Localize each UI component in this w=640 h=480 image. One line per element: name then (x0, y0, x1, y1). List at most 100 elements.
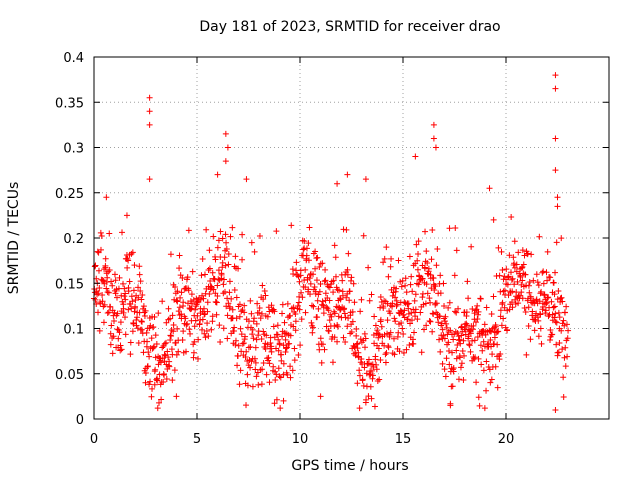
data-point (279, 301, 286, 308)
data-point (194, 312, 201, 319)
data-point (382, 351, 389, 358)
data-point (204, 299, 211, 306)
data-point (468, 243, 475, 250)
data-point (307, 291, 314, 298)
data-point (132, 305, 139, 312)
data-point (191, 338, 198, 345)
data-point (99, 276, 106, 283)
data-point (300, 246, 307, 253)
data-point (509, 275, 516, 282)
data-point (183, 348, 190, 355)
data-point (372, 322, 379, 329)
data-point (344, 171, 351, 178)
data-point (412, 153, 419, 160)
data-point (224, 312, 231, 319)
data-point (430, 121, 437, 128)
data-point (219, 259, 226, 266)
data-point (212, 256, 219, 263)
data-point (152, 332, 159, 339)
data-point (326, 297, 333, 304)
data-point (284, 371, 291, 378)
data-point (247, 364, 254, 371)
data-point (328, 281, 335, 288)
data-point (404, 316, 411, 323)
data-point (424, 290, 431, 297)
data-point (292, 327, 299, 334)
data-point (511, 260, 518, 267)
data-point (350, 280, 357, 287)
data-point (290, 323, 297, 330)
data-point (564, 353, 571, 360)
data-point (497, 350, 504, 357)
data-point (426, 295, 433, 302)
data-point (240, 340, 247, 347)
data-point (414, 316, 421, 323)
data-point (204, 320, 211, 327)
data-point (433, 300, 440, 307)
data-point (233, 315, 240, 322)
data-point (549, 331, 556, 338)
data-point (180, 299, 187, 306)
data-point (187, 298, 194, 305)
data-point (254, 369, 261, 376)
data-point (290, 304, 297, 311)
data-point (108, 278, 115, 285)
data-point (511, 281, 518, 288)
data-point (353, 341, 360, 348)
data-point (271, 400, 278, 407)
data-point (365, 393, 372, 400)
y-tick-label: 0 (76, 413, 84, 428)
data-point (454, 342, 461, 349)
data-point (317, 335, 324, 342)
data-point (505, 273, 512, 280)
data-point (551, 291, 558, 298)
data-point (380, 303, 387, 310)
data-point (147, 378, 154, 385)
data-point (210, 233, 217, 240)
data-point (487, 337, 494, 344)
data-point (135, 284, 142, 291)
data-point (452, 224, 459, 231)
data-point (127, 339, 134, 346)
data-point (170, 328, 177, 335)
data-point (204, 308, 211, 315)
data-point (542, 310, 549, 317)
data-point (164, 348, 171, 355)
data-point (197, 296, 204, 303)
data-point (231, 287, 238, 294)
data-point (255, 381, 262, 388)
data-point (253, 336, 260, 343)
data-point (172, 283, 179, 290)
data-point (499, 299, 506, 306)
data-point (120, 280, 127, 287)
data-point (415, 251, 422, 258)
data-point (354, 345, 361, 352)
data-point (524, 250, 531, 257)
data-point (109, 350, 116, 357)
data-point (279, 333, 286, 340)
data-point (258, 336, 265, 343)
data-point (313, 255, 320, 262)
data-point (280, 342, 287, 349)
y-axis-label: SRMTID / TECUs (6, 182, 22, 295)
data-point (206, 265, 213, 272)
data-point (188, 291, 195, 298)
data-point (321, 278, 328, 285)
data-point (92, 262, 99, 269)
data-point (387, 310, 394, 317)
data-point (446, 225, 453, 232)
data-point (129, 298, 136, 305)
data-point (253, 373, 260, 380)
data-point (540, 280, 547, 287)
data-point (374, 378, 381, 385)
data-point (114, 310, 121, 317)
data-point (332, 254, 339, 261)
data-point (445, 304, 452, 311)
data-point (95, 309, 102, 316)
data-point (142, 379, 149, 386)
data-point (152, 366, 159, 373)
data-point (385, 344, 392, 351)
data-point (178, 289, 185, 296)
data-point (451, 272, 458, 279)
data-point (261, 288, 268, 295)
